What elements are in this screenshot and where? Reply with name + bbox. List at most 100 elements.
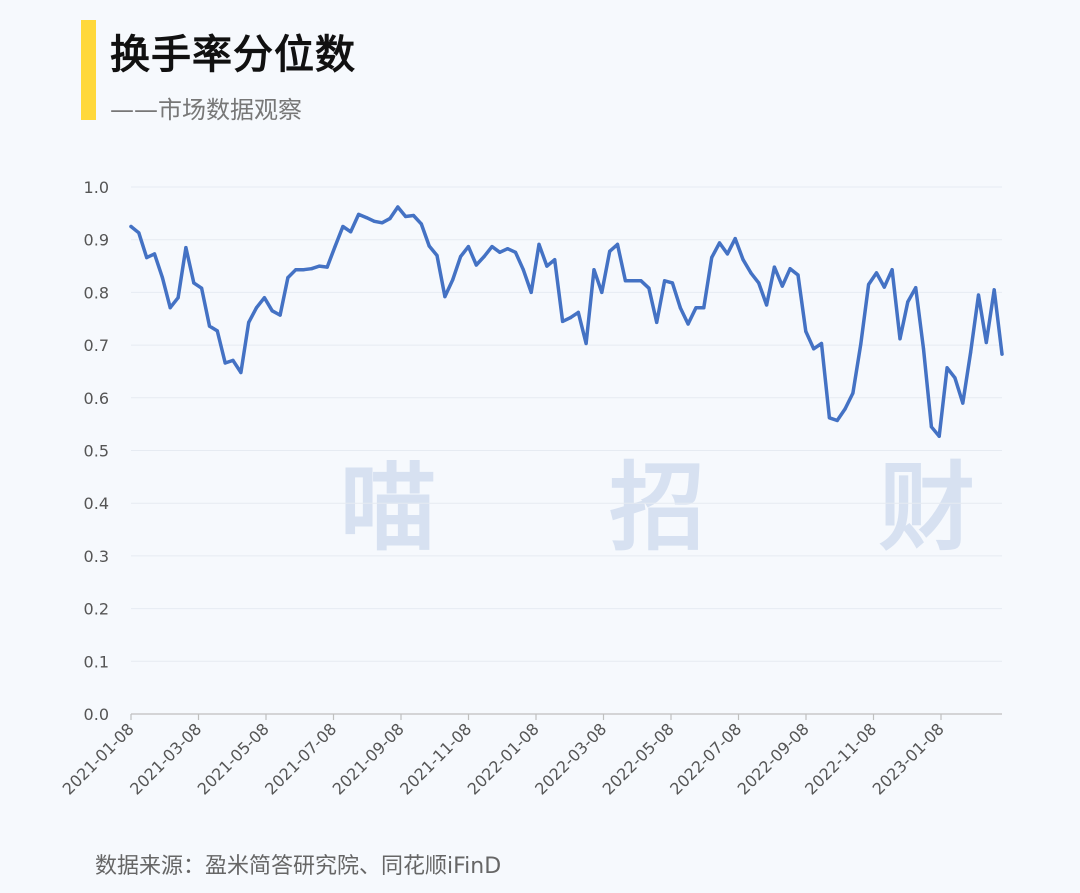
data-point xyxy=(757,281,761,285)
x-tick-label: 2022-11-08 xyxy=(801,719,880,798)
data-point xyxy=(482,255,486,259)
data-point xyxy=(325,265,329,269)
data-point xyxy=(874,271,879,275)
data-point xyxy=(364,216,368,220)
data-point xyxy=(953,376,957,380)
data-point xyxy=(843,407,847,411)
y-tick-label: 0.1 xyxy=(84,652,109,671)
data-point xyxy=(302,268,306,272)
data-point xyxy=(772,265,777,269)
x-tick-label: 2021-01-08 xyxy=(59,719,138,798)
y-tick-label: 0.5 xyxy=(84,442,109,461)
data-point xyxy=(176,296,180,300)
data-point xyxy=(286,276,290,280)
data-point xyxy=(639,279,643,283)
data-point xyxy=(796,273,800,277)
x-tick-label: 2022-05-08 xyxy=(599,719,678,798)
data-point xyxy=(576,310,580,314)
data-point xyxy=(725,252,730,256)
data-point xyxy=(498,250,502,254)
data-point xyxy=(411,213,416,218)
data-point xyxy=(812,347,816,351)
data-point xyxy=(545,264,549,268)
data-point xyxy=(317,264,321,268)
data-point xyxy=(380,221,384,225)
data-point xyxy=(733,237,737,241)
data-point xyxy=(561,319,565,323)
data-point xyxy=(207,324,212,328)
data-point xyxy=(867,282,871,287)
data-point xyxy=(435,253,439,258)
data-point xyxy=(357,212,361,216)
x-tick-label: 2021-11-08 xyxy=(396,719,475,798)
data-point xyxy=(702,306,706,310)
y-tick-label: 0.0 xyxy=(84,705,109,724)
data-point xyxy=(710,256,714,260)
data-point xyxy=(168,306,172,310)
data-point xyxy=(239,370,243,375)
data-point xyxy=(152,252,157,256)
data-point xyxy=(906,300,910,304)
data-point xyxy=(765,303,769,307)
data-point xyxy=(459,255,463,259)
data-point xyxy=(529,290,533,294)
x-tick-label: 2022-09-08 xyxy=(734,719,813,798)
x-tick-label: 2023-01-08 xyxy=(869,719,948,798)
data-point xyxy=(192,281,196,285)
data-point xyxy=(969,350,973,355)
page-title: 换手率分位数 xyxy=(110,32,356,78)
data-point xyxy=(184,246,188,250)
data-point xyxy=(631,279,635,283)
data-point xyxy=(663,279,667,283)
data-point xyxy=(254,306,259,310)
data-point xyxy=(984,340,988,345)
y-tick-label: 0.4 xyxy=(84,494,109,513)
data-point xyxy=(686,322,690,326)
data-point xyxy=(215,329,219,333)
data-point xyxy=(1000,352,1004,356)
x-tick-label: 2021-03-08 xyxy=(126,719,205,798)
data-point xyxy=(670,281,675,285)
y-tick-label: 1.0 xyxy=(84,178,109,197)
data-point xyxy=(592,268,596,272)
data-point xyxy=(388,217,392,221)
data-point xyxy=(506,247,510,251)
data-point xyxy=(929,425,934,429)
data-point xyxy=(647,286,651,290)
data-point xyxy=(278,313,282,317)
data-point xyxy=(945,366,949,370)
data-point xyxy=(200,286,204,290)
data-point xyxy=(262,296,266,300)
data-point xyxy=(961,401,965,405)
data-point xyxy=(655,320,659,324)
data-point xyxy=(372,219,376,223)
data-source: 数据来源：盈米简答研究院、同花顺iFinD xyxy=(95,854,502,879)
data-point xyxy=(608,249,612,253)
data-point xyxy=(937,434,941,438)
x-tick-label: 2021-07-08 xyxy=(261,719,340,798)
data-point xyxy=(137,231,141,235)
y-tick-label: 0.3 xyxy=(84,547,109,566)
data-point xyxy=(513,250,518,254)
y-tick-label: 0.6 xyxy=(84,389,109,408)
data-point xyxy=(294,268,298,272)
data-point xyxy=(804,329,808,333)
x-tick-label: 2022-01-08 xyxy=(464,719,543,798)
data-point xyxy=(553,258,557,262)
data-point xyxy=(309,267,314,271)
y-tick-label: 0.2 xyxy=(84,600,109,619)
x-tick-label: 2021-05-08 xyxy=(194,719,273,798)
data-point xyxy=(521,268,525,272)
y-tick-label: 0.7 xyxy=(84,336,109,355)
data-point xyxy=(976,293,981,297)
data-point xyxy=(992,288,996,292)
data-point xyxy=(623,279,628,283)
data-point xyxy=(443,295,447,299)
y-tick-label: 0.8 xyxy=(84,283,109,302)
data-point xyxy=(717,241,722,245)
data-point xyxy=(859,342,863,346)
title-accent-bar xyxy=(81,20,96,120)
data-point xyxy=(921,347,926,351)
x-tick-label: 2021-09-08 xyxy=(329,719,408,798)
